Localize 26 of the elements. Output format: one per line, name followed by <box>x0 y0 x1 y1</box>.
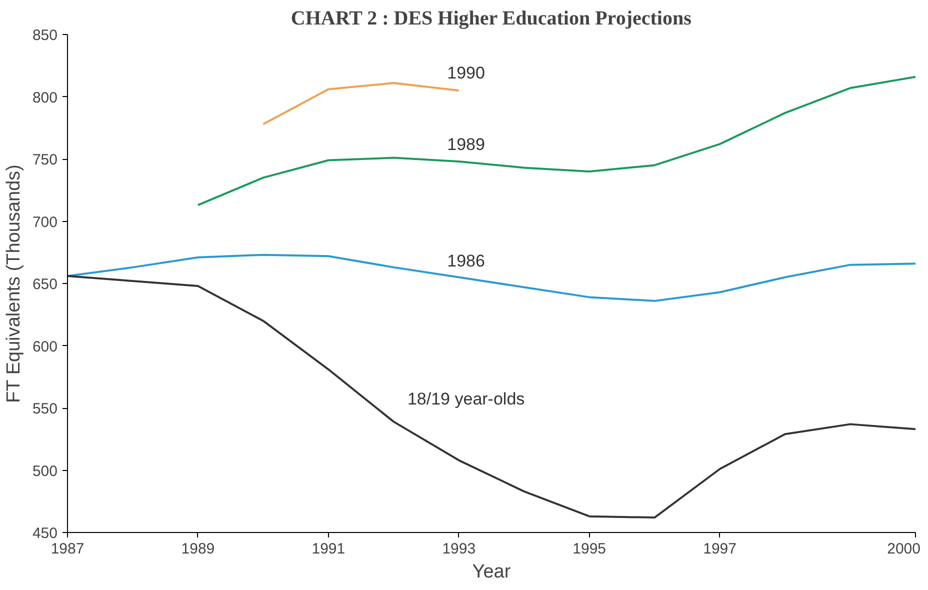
y-tick-label: 550 <box>32 400 58 418</box>
y-tick-label: 750 <box>32 152 58 168</box>
series-label: 1986 <box>447 251 485 270</box>
chart-title: CHART 2 : DES Higher Education Projections <box>290 8 692 30</box>
y-tick-label: 450 <box>32 525 58 542</box>
x-tick-label: 1995 <box>572 540 606 558</box>
y-tick-label: 500 <box>32 462 58 480</box>
series-label: 1989 <box>447 135 485 154</box>
y-axis-title: FT Equivalents (Thousands) <box>3 164 24 403</box>
y-tick-label: 850 <box>32 27 58 44</box>
x-tick-label: 1997 <box>703 540 736 558</box>
line-series <box>68 275 916 519</box>
y-tick-label: 650 <box>32 276 58 293</box>
x-axis-title: Year <box>472 562 512 582</box>
line-series <box>68 254 916 302</box>
y-tick-label: 600 <box>32 338 58 356</box>
y-tick-label: 800 <box>32 89 58 106</box>
series-label: 18/19 year-olds <box>407 390 525 409</box>
y-tick-label: 700 <box>32 214 58 231</box>
x-tick-label: 1991 <box>312 540 346 558</box>
line-series <box>262 82 460 126</box>
x-tick-label: 1993 <box>442 540 476 558</box>
series-label: 1990 <box>447 64 485 83</box>
x-tick-label: 1989 <box>181 540 215 558</box>
x-tick-label: 2000 <box>887 540 921 558</box>
x-tick-label: 1987 <box>50 540 84 558</box>
